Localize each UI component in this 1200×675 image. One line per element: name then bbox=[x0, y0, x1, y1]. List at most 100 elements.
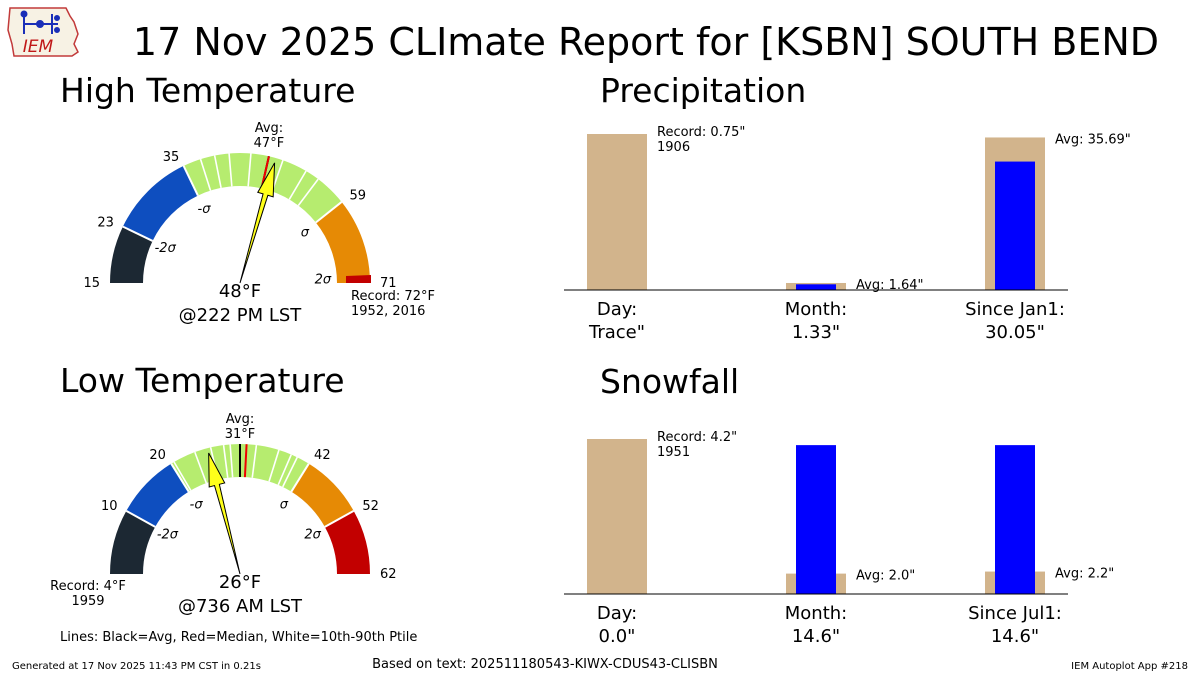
edge-label: 35 bbox=[163, 150, 180, 165]
sigma-label: -σ bbox=[190, 498, 204, 513]
record-bar bbox=[587, 134, 647, 290]
gauge-title: High Temperature bbox=[60, 71, 355, 110]
band-separator bbox=[122, 225, 154, 242]
median-line bbox=[243, 444, 248, 478]
iem-logo: IEM bbox=[7, 7, 79, 57]
category-label: Day: bbox=[597, 299, 637, 320]
percentile-line bbox=[222, 444, 229, 478]
percentile-line bbox=[288, 170, 307, 200]
avg-label: Avg: bbox=[255, 121, 283, 136]
bar-note: 1951 bbox=[657, 445, 690, 460]
source-text-id: Based on text: 202511180543-KIWX-CDUS43-… bbox=[372, 657, 718, 672]
band-separator bbox=[125, 510, 156, 528]
logo-text: IEM bbox=[23, 37, 54, 57]
record-label: Record: 4°F bbox=[50, 579, 126, 594]
category-value: Trace" bbox=[588, 322, 645, 343]
record-label: 1952, 2016 bbox=[351, 304, 425, 319]
percentile-line bbox=[228, 153, 233, 187]
needle bbox=[208, 452, 241, 575]
bar-note: Avg: 35.69" bbox=[1055, 132, 1131, 147]
record-bar bbox=[587, 439, 647, 594]
gauge-band bbox=[126, 463, 189, 527]
percentile-line bbox=[268, 449, 280, 482]
observed-bar bbox=[796, 445, 836, 594]
observed-value: 26°F bbox=[219, 572, 261, 593]
percentile-line bbox=[247, 153, 252, 187]
sigma-label: σ bbox=[280, 498, 289, 513]
bar-note: Avg: 2.2" bbox=[1055, 567, 1114, 582]
avg-label: 31°F bbox=[225, 427, 256, 442]
band-separator bbox=[324, 510, 355, 528]
record-label: 1959 bbox=[71, 594, 104, 609]
sigma-label: 2σ bbox=[304, 528, 321, 543]
record-label: Record: 72°F bbox=[351, 289, 435, 304]
observed-time: @736 AM LST bbox=[178, 596, 303, 617]
gauge-band bbox=[324, 510, 370, 574]
gauge-band bbox=[110, 226, 153, 283]
edge-label: 10 bbox=[101, 499, 118, 514]
percentile-line bbox=[297, 178, 319, 206]
sigma-label: 2σ bbox=[315, 272, 332, 287]
percentile-line bbox=[213, 155, 222, 189]
category-label: Month: bbox=[785, 603, 847, 624]
percentile-line bbox=[173, 461, 192, 491]
sigma-label: -2σ bbox=[155, 241, 177, 256]
page-title: 17 Nov 2025 CLImate Report for [KSBN] SO… bbox=[133, 20, 1159, 64]
bar-chart-title: Snowfall bbox=[600, 362, 739, 401]
category-value: 14.6" bbox=[792, 626, 840, 647]
percentile-line bbox=[229, 444, 234, 478]
band-separator bbox=[170, 463, 190, 493]
band-separator bbox=[290, 463, 310, 493]
avg-label: Avg: bbox=[226, 412, 254, 427]
category-value: 0.0" bbox=[599, 626, 636, 647]
category-value: 1.33" bbox=[792, 322, 840, 343]
percentile-line bbox=[199, 158, 212, 191]
band-separator bbox=[182, 165, 199, 197]
record-band bbox=[346, 275, 371, 283]
bar-note: Record: 4.2" bbox=[657, 430, 737, 445]
observed-bar bbox=[995, 445, 1035, 594]
gauge-low-temperature: Low Temperature 10 20 42 52 62 -2σ -σ σ 2σ Avg:31°… bbox=[50, 361, 396, 617]
bar-note: Record: 0.75" bbox=[657, 125, 745, 140]
percentile-line bbox=[251, 444, 258, 478]
needle bbox=[239, 162, 276, 284]
category-label: Since Jul1: bbox=[968, 603, 1062, 624]
bar-chart-precipitation: Precipitation Record: 0.75"1906 Day:Trace"… bbox=[564, 71, 1131, 343]
iowa-outline-icon bbox=[7, 7, 79, 57]
bar-note: Avg: 1.64" bbox=[856, 278, 924, 293]
sigma-label: σ bbox=[301, 225, 310, 240]
percentile-line bbox=[281, 456, 298, 488]
category-label: Month: bbox=[785, 299, 847, 320]
edge-label: 71 bbox=[380, 276, 397, 291]
gauge-band bbox=[291, 463, 354, 527]
percentile-line bbox=[194, 451, 208, 484]
gauge-title: Low Temperature bbox=[60, 361, 345, 400]
sigma-label: -σ bbox=[198, 202, 212, 217]
edge-label: 52 bbox=[362, 499, 379, 514]
gauge-high-temperature: High Temperature 15 23 35 59 71 -2σ -σ σ 2σ Avg:47… bbox=[60, 71, 435, 326]
observed-value: 48°F bbox=[219, 281, 261, 302]
category-label: Day: bbox=[597, 603, 637, 624]
percentile-line bbox=[277, 454, 293, 486]
chart-panels: High Temperature1523355971-2σ-σσ2σAvg:47… bbox=[50, 71, 1131, 647]
edge-label: 23 bbox=[97, 215, 114, 230]
edge-label: 59 bbox=[349, 189, 366, 204]
app-id: IEM Autoplot App #218 bbox=[1071, 661, 1188, 672]
category-label: Since Jan1: bbox=[965, 299, 1065, 320]
bar-note: Avg: 2.0" bbox=[856, 569, 915, 584]
edge-label: 42 bbox=[314, 448, 331, 463]
category-value: 14.6" bbox=[991, 626, 1039, 647]
observed-bar bbox=[995, 161, 1035, 290]
observed-bar bbox=[796, 284, 836, 290]
observed-time: @222 PM LST bbox=[179, 305, 303, 326]
generated-timestamp: Generated at 17 Nov 2025 11:43 PM CST in… bbox=[12, 661, 261, 672]
gauge-band bbox=[315, 201, 370, 283]
bar-chart-snowfall: Snowfall Record: 4.2"1951 Day:0.0" Avg: 2.0… bbox=[564, 362, 1114, 647]
bar-chart-title: Precipitation bbox=[600, 71, 806, 110]
edge-label: 15 bbox=[83, 276, 100, 291]
edge-label: 62 bbox=[380, 567, 397, 582]
weather-station-icon bbox=[20, 10, 60, 34]
gauge-band bbox=[122, 165, 198, 241]
